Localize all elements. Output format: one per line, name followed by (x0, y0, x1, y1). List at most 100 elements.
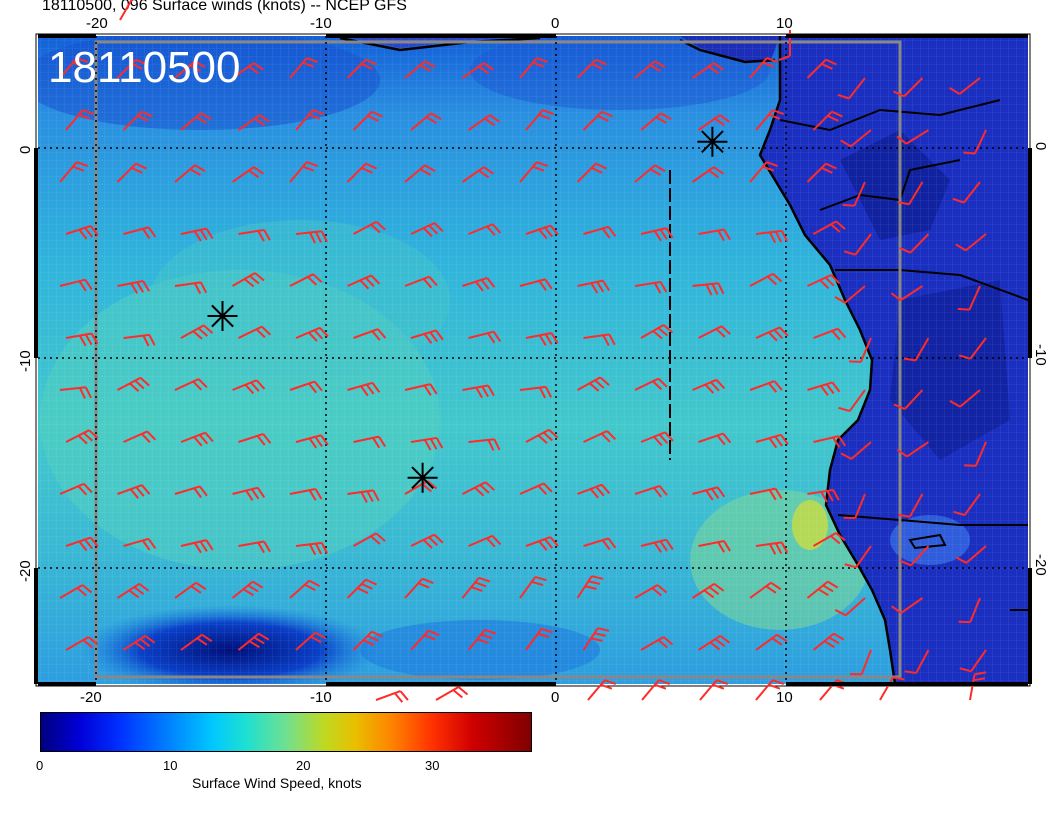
wind-barb (963, 129, 987, 155)
wind-barb (838, 389, 866, 412)
wind-barb (65, 429, 99, 445)
wind-barb (295, 631, 327, 651)
wind-barb (410, 222, 444, 238)
wind-barb (116, 583, 150, 599)
wind-barb (59, 57, 89, 79)
wind-barb (352, 110, 383, 131)
colorbar-label: Surface Wind Speed, knots (192, 775, 362, 791)
lat-left-label-3: -20 (17, 560, 34, 582)
date-stamp: 18110500 (48, 43, 241, 92)
wind-barb (691, 62, 724, 79)
wind-barb (949, 77, 981, 95)
wind-barb (289, 380, 323, 394)
wind-barb (576, 575, 604, 599)
wind-barb (174, 281, 208, 295)
wind-barb (123, 333, 156, 347)
wind-barb (807, 381, 841, 396)
wind-barb (755, 109, 785, 131)
lon-bottom-label-1: -20 (80, 689, 102, 706)
wind-barb (898, 493, 924, 518)
wind-barb (813, 220, 846, 235)
wind-barb (123, 537, 157, 551)
wind-barb (957, 285, 981, 311)
wind-barb (640, 431, 674, 447)
wind-barb (698, 540, 731, 553)
wind-barb (59, 386, 92, 399)
wind-barb (525, 109, 555, 131)
storm-marker-3 (697, 126, 728, 157)
wind-barb (697, 635, 731, 651)
wind-barb (347, 381, 381, 397)
wind-barb (634, 280, 668, 294)
wind-barb (692, 378, 726, 394)
wind-barb (404, 164, 436, 183)
wind-barb (755, 633, 788, 651)
wind-barb (65, 636, 99, 651)
lon-bottom-label-4: 10 (776, 689, 793, 706)
wind-barb (404, 577, 434, 599)
wind-barb (699, 679, 729, 701)
wind-barb (749, 161, 779, 183)
wind-barb (896, 441, 930, 458)
wind-barb (958, 597, 981, 624)
colorbar-tick-30: 30 (425, 758, 440, 773)
wind-barb (116, 58, 147, 79)
wind-barb (461, 62, 494, 79)
wind-barb (410, 629, 440, 651)
wind-barb (525, 224, 559, 240)
wind-barb (468, 438, 501, 451)
wind-barb (640, 324, 674, 340)
wind-barb (59, 482, 93, 496)
wind-barb (692, 282, 725, 296)
wind-barb (404, 60, 436, 79)
wind-barb (969, 671, 987, 701)
wind-barb (119, 0, 145, 21)
lat-left-label-1: 0 (17, 146, 34, 154)
wind-barb (634, 584, 668, 599)
wind-barb (634, 164, 666, 183)
wind-barb (519, 161, 549, 183)
wind-barb (462, 384, 495, 399)
wind-barb (116, 162, 147, 183)
wind-barb (519, 278, 553, 291)
wind-barb (123, 226, 157, 239)
wind-barb (755, 326, 789, 342)
wind-barb (65, 536, 99, 552)
wind-barb (238, 228, 271, 242)
wind-barb (812, 632, 845, 651)
wind-barb (462, 481, 495, 497)
wind-barb (232, 272, 265, 288)
wind-barb (525, 628, 553, 651)
wind-barb (582, 110, 613, 131)
wind-barb (65, 109, 95, 131)
lat-right-label-3: -20 (1032, 554, 1049, 576)
wind-barb (806, 58, 837, 79)
wind-barb (174, 60, 206, 79)
wind-barb (347, 489, 380, 503)
wind-barb (525, 428, 559, 445)
wind-barb (461, 166, 494, 183)
wind-barb (806, 162, 837, 183)
wind-barb (903, 337, 930, 362)
wind-barb (897, 181, 924, 206)
wind-barb (346, 58, 377, 79)
wind-barb (691, 583, 725, 599)
wind-barb (813, 532, 846, 547)
wind-barb (577, 279, 610, 294)
wind-barb (834, 285, 866, 304)
wind-barb (180, 227, 214, 242)
wind-barb (237, 632, 270, 651)
wind-barb (352, 630, 383, 651)
lon-top-label-1: -20 (86, 15, 108, 32)
wind-barb (583, 225, 617, 239)
colorbar (40, 712, 532, 752)
wind-barb (893, 389, 924, 410)
wind-barb (755, 679, 785, 701)
wind-barb (174, 164, 206, 183)
lat-right-label-1: 0 (1032, 142, 1049, 150)
wind-barb (174, 485, 208, 499)
wind-barb (849, 649, 872, 676)
colorbar-tick-20: 20 (296, 758, 311, 773)
wind-barb (375, 690, 409, 703)
wind-barb (519, 482, 553, 495)
